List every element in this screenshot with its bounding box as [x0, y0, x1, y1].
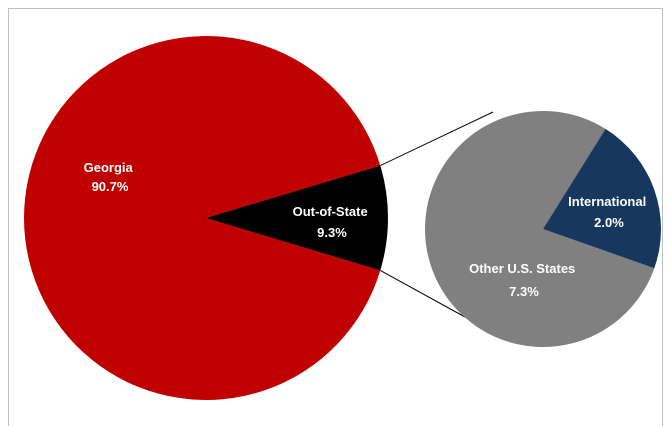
slice-label-out-of-state: Out-of-State 9.3%	[293, 204, 372, 240]
connector-line-bottom	[380, 269, 466, 318]
breakout-slice-other-u-s-states	[425, 111, 655, 348]
slice-label-other-us-states: Other U.S. States 7.3%	[469, 261, 579, 299]
main-pie	[24, 36, 389, 400]
breakout-pie	[425, 111, 662, 348]
pie-slice-out-of-state	[206, 165, 389, 271]
connector-lines	[380, 111, 494, 318]
pie-slice-georgia	[24, 36, 381, 400]
slice-label-international: International 2.0%	[568, 194, 650, 230]
breakout-slice-international	[543, 128, 662, 269]
slice-label-georgia: Georgia 90.7%	[84, 160, 137, 194]
connector-line-top	[380, 111, 494, 167]
